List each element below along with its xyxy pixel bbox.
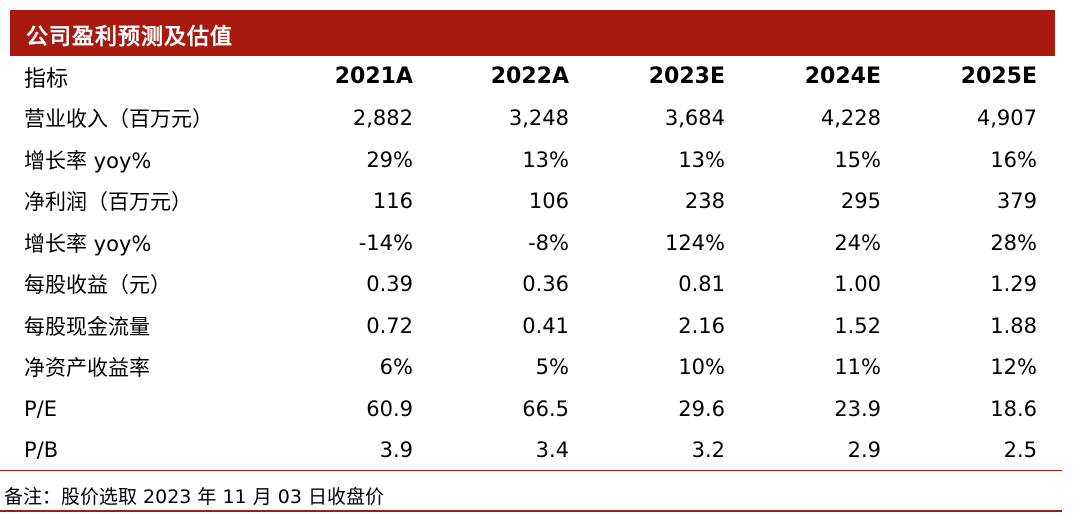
header-2024e: 2024E — [804, 64, 881, 90]
footer-divider — [0, 470, 1062, 471]
row-label: 净资产收益率 — [24, 356, 150, 381]
row-label: 营业收入（百万元） — [24, 107, 213, 132]
table-cell: 3.2 — [691, 438, 725, 463]
table-cell: 12% — [990, 355, 1037, 380]
header-row: 指标 2021A 2022A 2023E 2024E 2025E — [10, 56, 1055, 98]
table-cell: -8% — [528, 230, 569, 255]
table-cell: 4,228 — [820, 106, 881, 131]
bottom-divider — [0, 510, 1062, 512]
table-cell: 1.29 — [990, 272, 1037, 297]
forecast-table: 指标 2021A 2022A 2023E 2024E 2025E 营业收入（百万… — [10, 56, 1055, 471]
table-cell: 16% — [990, 147, 1037, 172]
table-cell: 2.5 — [1003, 438, 1037, 463]
table-row: P/B 3.9 3.4 3.2 2.9 2.5 — [10, 430, 1055, 472]
table-cell: 3.4 — [535, 438, 569, 463]
table-title: 公司盈利预测及估值 — [26, 25, 234, 50]
table-cell: 3,248 — [508, 106, 569, 131]
row-label: 每股现金流量 — [24, 314, 150, 339]
header-2025e: 2025E — [960, 64, 1037, 90]
table-cell: 29.6 — [678, 396, 725, 421]
table-cell: 116 — [372, 189, 413, 214]
footnote: 备注：股价选取 2023 年 11 月 03 日收盘价 — [4, 486, 384, 508]
table-cell: 379 — [996, 189, 1037, 214]
table-cell: 295 — [840, 189, 881, 214]
table-cell: 4,907 — [976, 106, 1037, 131]
table-cell: 15% — [834, 147, 881, 172]
header-2021a: 2021A — [334, 64, 413, 90]
table-cell: 6% — [379, 355, 413, 380]
table-cell: 0.36 — [522, 272, 569, 297]
table-cell: 106 — [528, 189, 569, 214]
table-cell: 10% — [678, 355, 725, 380]
table-cell: 11% — [834, 355, 881, 380]
table-row: 净利润（百万元） 116 106 238 295 379 — [10, 181, 1055, 223]
table-cell: -14% — [358, 230, 413, 255]
table-row: P/E 60.9 66.5 29.6 23.9 18.6 — [10, 388, 1055, 430]
table-cell: 1.52 — [834, 313, 881, 338]
table-cell: 18.6 — [990, 396, 1037, 421]
table-cell: 28% — [990, 230, 1037, 255]
table-cell: 3,684 — [664, 106, 725, 131]
header-indicator: 指标 — [24, 66, 69, 92]
title-bar: 公司盈利预测及估值 — [10, 10, 1055, 56]
table-cell: 5% — [535, 355, 569, 380]
table-cell: 0.81 — [678, 272, 725, 297]
table-cell: 13% — [522, 147, 569, 172]
table-cell: 29% — [366, 147, 413, 172]
header-2023e: 2023E — [648, 64, 725, 90]
table-cell: 13% — [678, 147, 725, 172]
table-cell: 2.9 — [847, 438, 881, 463]
table-cell: 238 — [684, 189, 725, 214]
table-cell: 23.9 — [834, 396, 881, 421]
table-cell: 1.00 — [834, 272, 881, 297]
table-cell: 1.88 — [990, 313, 1037, 338]
table-cell: 0.39 — [366, 272, 413, 297]
row-label: 每股收益（元） — [24, 273, 171, 298]
table-cell: 60.9 — [366, 396, 413, 421]
table-row: 增长率 yoy% 29% 13% 13% 15% 16% — [10, 139, 1055, 181]
table-cell: 0.41 — [522, 313, 569, 338]
table-row: 营业收入（百万元） 2,882 3,248 3,684 4,228 4,907 — [10, 98, 1055, 140]
header-2022a: 2022A — [490, 64, 569, 90]
row-label: P/B — [24, 438, 59, 463]
row-label: 增长率 yoy% — [24, 148, 152, 173]
table-cell: 124% — [664, 230, 725, 255]
table-row: 每股收益（元） 0.39 0.36 0.81 1.00 1.29 — [10, 264, 1055, 306]
table-row: 净资产收益率 6% 5% 10% 11% 12% — [10, 347, 1055, 389]
table-cell: 0.72 — [366, 313, 413, 338]
table-row: 增长率 yoy% -14% -8% 124% 24% 28% — [10, 222, 1055, 264]
row-label: 净利润（百万元） — [24, 190, 192, 215]
table-cell: 24% — [834, 230, 881, 255]
row-label: 增长率 yoy% — [24, 231, 152, 256]
table-cell: 3.9 — [379, 438, 413, 463]
row-label: P/E — [24, 396, 58, 421]
table-row: 每股现金流量 0.72 0.41 2.16 1.52 1.88 — [10, 305, 1055, 347]
table-cell: 2.16 — [678, 313, 725, 338]
table-body: 营业收入（百万元） 2,882 3,248 3,684 4,228 4,907 增长率 yo… — [10, 98, 1055, 472]
table-cell: 2,882 — [352, 106, 413, 131]
table-cell: 66.5 — [522, 396, 569, 421]
